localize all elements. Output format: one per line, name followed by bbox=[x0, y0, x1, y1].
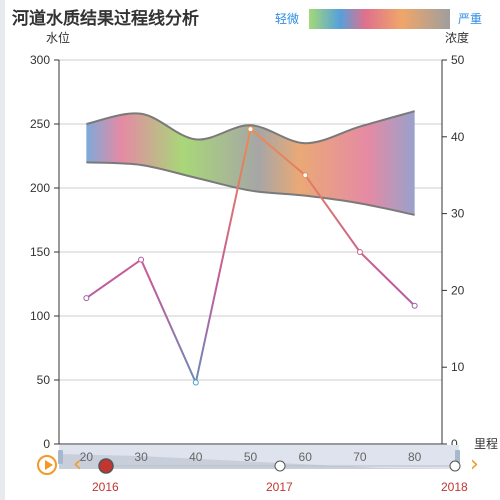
left-tick-label: 50 bbox=[37, 373, 51, 387]
left-tick-label: 100 bbox=[30, 309, 50, 323]
left-tick-label: 200 bbox=[30, 181, 50, 195]
grid-lines bbox=[59, 59, 442, 381]
data-zoom-right-handle[interactable] bbox=[455, 450, 460, 464]
concentration-point[interactable] bbox=[83, 295, 90, 302]
left-y-ticks: 0 50 100 150 200 250 300 bbox=[30, 53, 59, 451]
slider-tick-label: 70 bbox=[353, 450, 367, 464]
timeline-prev-icon[interactable]: ‹ bbox=[73, 452, 82, 477]
slider-labels: 20 30 40 50 60 70 80 bbox=[80, 450, 422, 464]
right-tick-label: 50 bbox=[451, 53, 465, 67]
slider-tick-label: 40 bbox=[189, 450, 203, 464]
left-tick-label: 250 bbox=[30, 117, 50, 131]
concentration-points bbox=[83, 126, 418, 386]
legend-low-label: 轻微 bbox=[275, 12, 300, 26]
timeline-year-0[interactable]: 2016 bbox=[92, 480, 119, 494]
left-tick-label: 0 bbox=[43, 437, 50, 451]
timeline-next-icon[interactable]: › bbox=[470, 452, 479, 477]
concentration-point[interactable] bbox=[247, 126, 254, 133]
timeline-point-2018[interactable] bbox=[449, 460, 461, 472]
timeline-year-2[interactable]: 2018 bbox=[441, 480, 468, 494]
left-y-axis-label: 水位 bbox=[46, 30, 70, 45]
slider-tick-label: 80 bbox=[408, 450, 422, 464]
band-lower-line bbox=[86, 161, 415, 216]
slider-tick-label: 50 bbox=[244, 450, 258, 464]
band-upper-line bbox=[86, 110, 415, 145]
left-tick-label: 300 bbox=[30, 53, 50, 67]
right-tick-label: 20 bbox=[451, 283, 465, 297]
slider-tick-label: 30 bbox=[134, 450, 148, 464]
left-tick-label: 150 bbox=[30, 245, 50, 259]
slider-tick-label: 20 bbox=[80, 450, 94, 464]
right-tick-label: 10 bbox=[451, 360, 465, 374]
x-axis-label: 里程 bbox=[474, 436, 498, 451]
legend-high-label: 严重 bbox=[458, 12, 483, 26]
right-y-ticks: 0 10 20 30 40 50 bbox=[442, 53, 465, 451]
right-tick-label: 40 bbox=[451, 130, 465, 144]
right-tick-label: 0 bbox=[451, 437, 458, 451]
timeline-point-2017[interactable] bbox=[274, 460, 286, 472]
right-y-axis-label: 浓度 bbox=[445, 30, 469, 45]
concentration-point[interactable] bbox=[138, 256, 145, 263]
concentration-point[interactable] bbox=[192, 379, 199, 386]
timeline-play-button[interactable] bbox=[37, 455, 57, 475]
timeline-year-1[interactable]: 2017 bbox=[266, 480, 293, 494]
right-tick-label: 30 bbox=[451, 207, 465, 221]
concentration-point[interactable] bbox=[356, 249, 363, 255]
visual-map-gradient-bar[interactable] bbox=[309, 9, 450, 29]
concentration-point[interactable] bbox=[302, 172, 309, 179]
timeline-current-point[interactable] bbox=[98, 458, 114, 474]
left-edge-strip bbox=[0, 0, 5, 500]
chart-title: 河道水质结果过程线分析 bbox=[12, 9, 199, 29]
slider-tick-label: 60 bbox=[299, 450, 313, 464]
data-zoom-left-handle[interactable] bbox=[58, 450, 63, 464]
concentration-point[interactable] bbox=[411, 302, 418, 309]
data-zoom-shadow bbox=[59, 454, 459, 469]
